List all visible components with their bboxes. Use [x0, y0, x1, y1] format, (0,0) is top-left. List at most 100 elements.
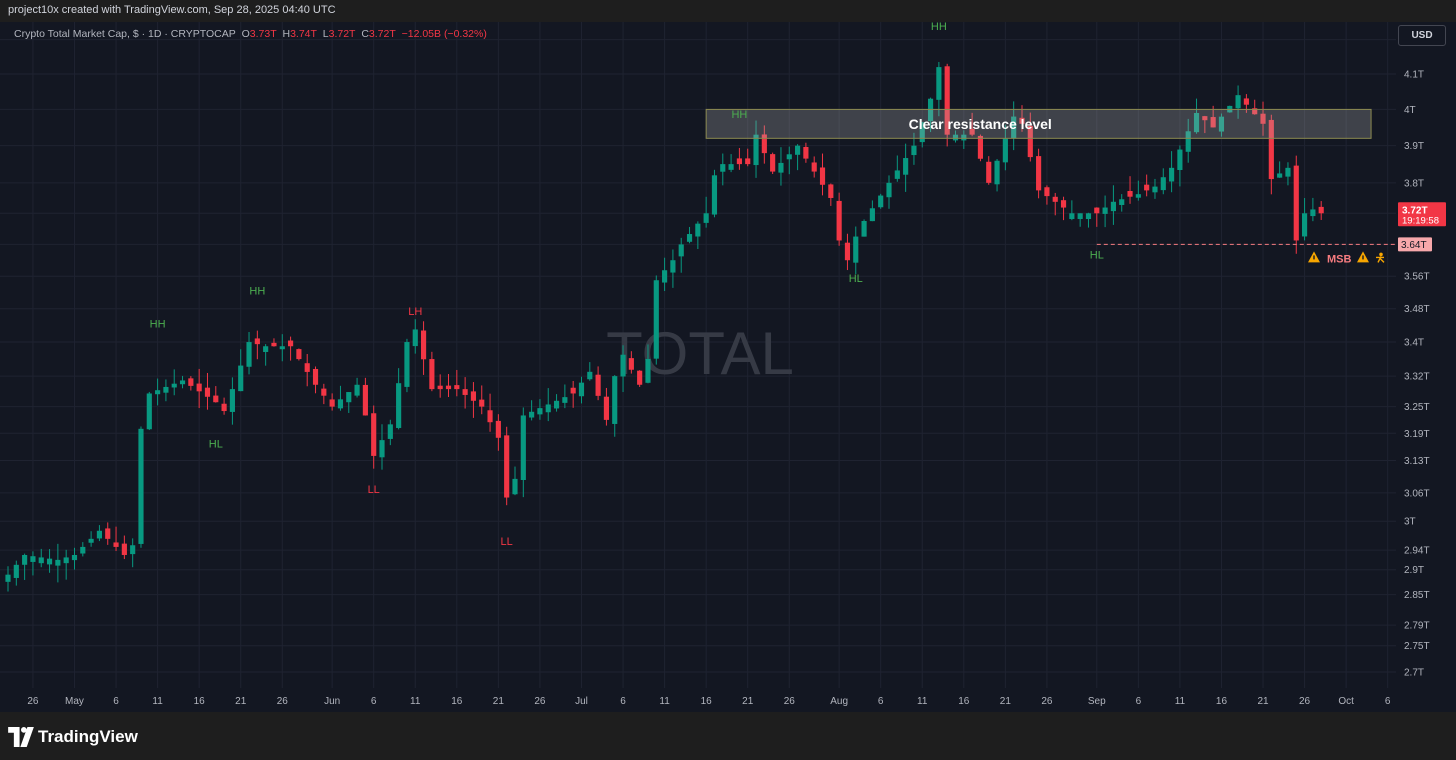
- candle-body: [637, 370, 643, 385]
- candle-body: [495, 420, 501, 438]
- candle-body: [462, 389, 468, 395]
- candle-body: [1144, 184, 1150, 191]
- candle-body: [1268, 119, 1274, 180]
- x-tick-label: 6: [1385, 696, 1391, 707]
- candle-body: [454, 385, 460, 390]
- y-tick-label: 2.79T: [1404, 621, 1430, 632]
- candle-body: [795, 145, 801, 155]
- candle-body: [1277, 173, 1283, 178]
- candle-body: [545, 404, 551, 413]
- y-tick-label: 2.75T: [1404, 641, 1430, 652]
- candle-body: [304, 363, 310, 372]
- x-tick-label: 16: [958, 696, 970, 707]
- candle-body: [312, 368, 319, 385]
- candle-body: [1127, 190, 1133, 197]
- x-tick-label: 21: [742, 696, 754, 707]
- candle-body: [1094, 207, 1100, 214]
- candle-body: [445, 385, 452, 390]
- candle-body: [346, 392, 352, 403]
- candle-body: [728, 164, 734, 170]
- x-tick-label: 16: [194, 696, 206, 707]
- swing-label-hh: HH: [150, 319, 166, 331]
- price-chart[interactable]: 4.2T4.1T4T3.9T3.8T3.72T3.64T3.56T3.48T3.…: [0, 21, 1456, 712]
- candle-body: [1301, 213, 1308, 237]
- candle-body: [911, 145, 917, 156]
- candle-body: [155, 390, 161, 395]
- candle-body: [229, 389, 235, 412]
- candle-body: [238, 365, 244, 392]
- candle-body: [138, 428, 144, 544]
- runner-icon: [1379, 252, 1383, 257]
- legend-close-value: 3.72T: [368, 28, 396, 40]
- swing-label-ll: LL: [501, 536, 513, 548]
- x-tick-label: 26: [277, 696, 289, 707]
- warning-icon-mark: [1313, 255, 1315, 260]
- y-tick-label: 4T: [1404, 105, 1416, 116]
- candle-body: [936, 67, 942, 100]
- candle-body: [520, 415, 526, 481]
- candle-body: [404, 342, 410, 387]
- candle-body: [121, 543, 127, 555]
- candle-body: [1218, 116, 1225, 132]
- swing-label-hh: HH: [931, 22, 947, 33]
- x-tick-label: 16: [451, 696, 463, 707]
- candle-body: [695, 223, 701, 237]
- candle-body: [645, 358, 651, 383]
- candle-body: [487, 410, 493, 423]
- y-tick-label: 3.13T: [1404, 456, 1430, 467]
- x-tick-label: Sep: [1088, 696, 1106, 707]
- candle-body: [1193, 112, 1200, 133]
- candle-body: [337, 399, 344, 409]
- candle-body: [80, 546, 86, 554]
- candle-body: [1285, 167, 1291, 177]
- candle-body: [595, 374, 601, 396]
- key-level-price: 3.64T: [1401, 240, 1427, 251]
- candle-body: [903, 158, 909, 175]
- x-tick-label: 26: [1041, 696, 1053, 707]
- x-tick-label: Aug: [830, 696, 848, 707]
- candle-body: [30, 556, 36, 562]
- y-tick-label: 3.19T: [1404, 429, 1430, 440]
- candle-body: [745, 158, 751, 165]
- candle-body: [1202, 116, 1208, 121]
- candle-body: [196, 383, 202, 392]
- candle-body: [736, 158, 742, 165]
- candle-body: [71, 554, 78, 561]
- currency-button[interactable]: USD: [1398, 25, 1446, 46]
- candle-body: [1243, 98, 1249, 105]
- last-price-value: 3.72T: [1402, 205, 1428, 216]
- candle-body: [1252, 108, 1258, 115]
- legend-high-label: H: [282, 28, 291, 40]
- candle-body: [878, 195, 884, 208]
- candle-body: [811, 162, 817, 172]
- chart-area[interactable]: 4.2T4.1T4T3.9T3.8T3.72T3.64T3.56T3.48T3.…: [0, 21, 1456, 712]
- x-tick-label: 21: [493, 696, 505, 707]
- swing-label-hl: HL: [849, 273, 863, 285]
- x-tick-label: 21: [1000, 696, 1012, 707]
- y-tick-label: 2.94T: [1404, 546, 1430, 557]
- candle-body: [686, 234, 693, 242]
- candle-body: [1310, 209, 1316, 217]
- candle-body: [803, 146, 809, 159]
- runner-icon-body: [1376, 256, 1385, 263]
- candle-body: [1185, 131, 1191, 152]
- x-tick-label: 21: [1257, 696, 1269, 707]
- candle-body: [96, 530, 103, 539]
- candle-body: [819, 167, 826, 185]
- x-tick-label: 11: [410, 696, 421, 707]
- legend-open-label: O: [241, 28, 250, 40]
- candle-body: [371, 413, 377, 456]
- legend-change: −12.05B (−0.32%): [401, 28, 487, 40]
- candle-body: [894, 170, 900, 179]
- candle-body: [1002, 138, 1008, 163]
- candle-body: [1027, 125, 1033, 158]
- candle-body: [13, 564, 19, 578]
- warning-icon-mark: [1362, 255, 1364, 260]
- candle-body: [886, 182, 892, 198]
- candle-body: [620, 354, 626, 377]
- candle-body: [952, 134, 959, 141]
- candle-body: [562, 397, 568, 403]
- candle-body: [603, 396, 609, 420]
- x-tick-label: 26: [534, 696, 546, 707]
- candle-body: [163, 386, 169, 393]
